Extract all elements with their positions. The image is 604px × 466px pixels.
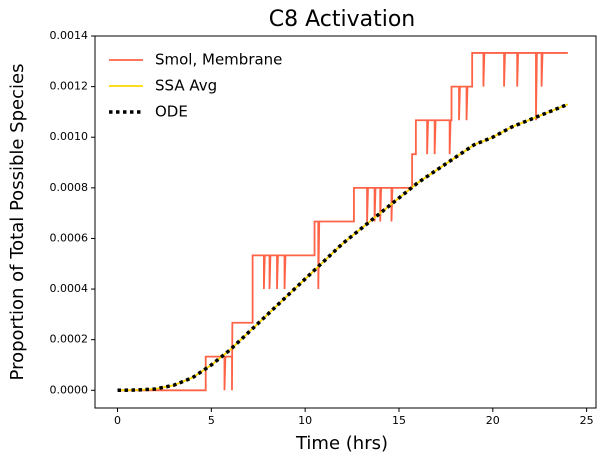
- y-tick-label: 0.0002: [50, 333, 89, 346]
- y-tick-label: 0.0006: [50, 231, 89, 244]
- legend-label: SSA Avg: [155, 77, 217, 95]
- y-tick-label: 0.0004: [50, 282, 89, 295]
- y-tick-label: 0.0000: [50, 383, 89, 396]
- plot-frame: [94, 35, 597, 409]
- y-axis-label: Proportion of Total Possible Species: [7, 64, 28, 381]
- legend-label: ODE: [155, 103, 188, 121]
- x-tick-label: 25: [580, 414, 594, 427]
- x-tick-label: 5: [208, 414, 215, 427]
- x-tick-label: 0: [114, 414, 121, 427]
- x-tick-label: 15: [392, 414, 406, 427]
- x-tick-label: 10: [298, 414, 312, 427]
- x-tick-label: 20: [486, 414, 500, 427]
- series-line: [117, 52, 568, 392]
- y-tick-label: 0.0008: [50, 181, 89, 194]
- y-tick-label: 0.0014: [50, 29, 89, 42]
- series-line: [117, 102, 569, 393]
- y-tick-label: 0.0010: [50, 130, 89, 143]
- y-tick-label: 0.0012: [50, 80, 89, 93]
- legend-label: Smol, Membrane: [155, 51, 282, 69]
- x-axis-label: Time (hrs): [295, 433, 388, 454]
- chart-title: C8 Activation: [269, 7, 416, 32]
